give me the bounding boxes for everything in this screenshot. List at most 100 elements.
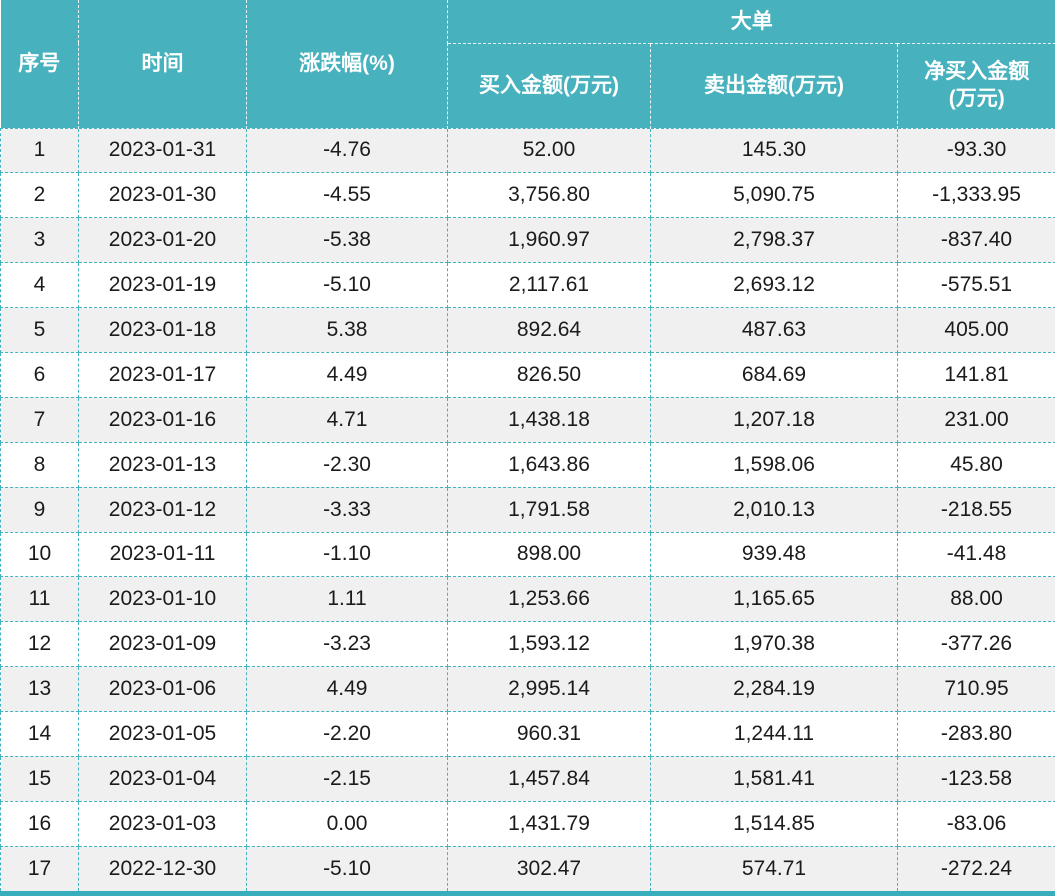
col-header-net-buy-amount: 净买入金额 (万元) — [898, 43, 1055, 128]
cell-index: 9 — [1, 487, 79, 532]
cell-index: 2 — [1, 173, 79, 218]
cell-date: 2023-01-12 — [79, 487, 247, 532]
cell-sell-amount: 939.48 — [651, 532, 898, 577]
cell-change-percent: 0.00 — [247, 801, 448, 846]
cell-sell-amount: 1,581.41 — [651, 756, 898, 801]
cell-date: 2023-01-17 — [79, 352, 247, 397]
cell-sell-amount: 1,244.11 — [651, 712, 898, 757]
cell-index: 6 — [1, 352, 79, 397]
cell-date: 2023-01-10 — [79, 577, 247, 622]
cell-net-buy-amount: -575.51 — [898, 263, 1055, 308]
cell-buy-amount: 1,431.79 — [448, 801, 651, 846]
cell-buy-amount: 1,438.18 — [448, 397, 651, 442]
cell-net-buy-amount: -377.26 — [898, 622, 1055, 667]
cell-net-buy-amount: 231.00 — [898, 397, 1055, 442]
table-header: 序号 时间 涨跌幅(%) 大单 买入金额(万元) 卖出金额(万元) 净买入金额 … — [1, 0, 1055, 128]
cell-change-percent: 4.49 — [247, 667, 448, 712]
cell-buy-amount: 1,457.84 — [448, 756, 651, 801]
cell-change-percent: -5.10 — [247, 846, 448, 891]
cell-index: 13 — [1, 667, 79, 712]
cell-net-buy-amount: -272.24 — [898, 846, 1055, 891]
group-header-large-order: 大单 — [448, 0, 1055, 43]
cell-change-percent: 1.11 — [247, 577, 448, 622]
cell-buy-amount: 1,960.97 — [448, 218, 651, 263]
col-header-sell-amount: 卖出金额(万元) — [651, 43, 898, 128]
cell-change-percent: -2.30 — [247, 442, 448, 487]
cell-index: 14 — [1, 712, 79, 757]
cell-buy-amount: 892.64 — [448, 308, 651, 353]
cell-index: 12 — [1, 622, 79, 667]
net-header-line1: 净买入金额 — [898, 59, 1055, 85]
cell-date: 2023-01-05 — [79, 712, 247, 757]
cell-index: 7 — [1, 397, 79, 442]
cell-change-percent: -4.55 — [247, 173, 448, 218]
cell-change-percent: 4.71 — [247, 397, 448, 442]
cell-net-buy-amount: -83.06 — [898, 801, 1055, 846]
cell-sell-amount: 1,514.85 — [651, 801, 898, 846]
cell-buy-amount: 826.50 — [448, 352, 651, 397]
cell-sell-amount: 1,970.38 — [651, 622, 898, 667]
cell-date: 2023-01-16 — [79, 397, 247, 442]
cell-sell-amount: 1,207.18 — [651, 397, 898, 442]
cell-date: 2023-01-20 — [79, 218, 247, 263]
col-header-index: 序号 — [1, 0, 79, 128]
cell-sell-amount: 684.69 — [651, 352, 898, 397]
cell-sell-amount: 2,284.19 — [651, 667, 898, 712]
cell-buy-amount: 1,253.66 — [448, 577, 651, 622]
cell-buy-amount: 2,117.61 — [448, 263, 651, 308]
cell-index: 15 — [1, 756, 79, 801]
cell-date: 2023-01-31 — [79, 128, 247, 173]
cell-net-buy-amount: 88.00 — [898, 577, 1055, 622]
cell-net-buy-amount: -93.30 — [898, 128, 1055, 173]
cell-index: 1 — [1, 128, 79, 173]
cell-sell-amount: 145.30 — [651, 128, 898, 173]
cell-change-percent: -1.10 — [247, 532, 448, 577]
cell-net-buy-amount: -283.80 — [898, 712, 1055, 757]
cell-date: 2023-01-11 — [79, 532, 247, 577]
cell-index: 4 — [1, 263, 79, 308]
cell-net-buy-amount: 45.80 — [898, 442, 1055, 487]
cell-date: 2022-12-30 — [79, 846, 247, 891]
cell-change-percent: -3.23 — [247, 622, 448, 667]
cell-change-percent: -2.15 — [247, 756, 448, 801]
cell-date: 2023-01-03 — [79, 801, 247, 846]
cell-sell-amount: 1,165.65 — [651, 577, 898, 622]
col-header-time: 时间 — [79, 0, 247, 128]
cell-change-percent: -4.76 — [247, 128, 448, 173]
cell-net-buy-amount: 405.00 — [898, 308, 1055, 353]
cell-change-percent: -2.20 — [247, 712, 448, 757]
cell-sell-amount: 2,798.37 — [651, 218, 898, 263]
cell-sell-amount: 487.63 — [651, 308, 898, 353]
cell-buy-amount: 1,593.12 — [448, 622, 651, 667]
cell-net-buy-amount: 710.95 — [898, 667, 1055, 712]
cell-index: 17 — [1, 846, 79, 891]
cell-date: 2023-01-30 — [79, 173, 247, 218]
cell-index: 8 — [1, 442, 79, 487]
cell-buy-amount: 898.00 — [448, 532, 651, 577]
col-header-change-percent: 涨跌幅(%) — [247, 0, 448, 128]
cell-change-percent: -5.38 — [247, 218, 448, 263]
col-header-buy-amount: 买入金额(万元) — [448, 43, 651, 128]
cell-net-buy-amount: -1,333.95 — [898, 173, 1055, 218]
cell-buy-amount: 960.31 — [448, 712, 651, 757]
cell-sell-amount: 2,693.12 — [651, 263, 898, 308]
cell-buy-amount: 302.47 — [448, 846, 651, 891]
cell-change-percent: 4.49 — [247, 352, 448, 397]
cell-buy-amount: 1,791.58 — [448, 487, 651, 532]
cell-sell-amount: 574.71 — [651, 846, 898, 891]
cell-date: 2023-01-04 — [79, 756, 247, 801]
cell-index: 11 — [1, 577, 79, 622]
